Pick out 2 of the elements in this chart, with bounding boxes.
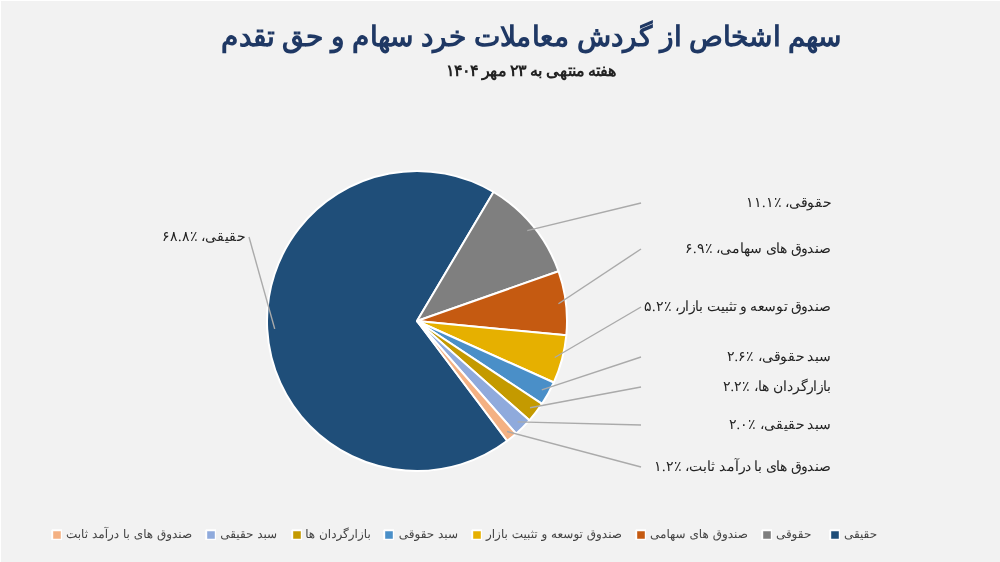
- chart-title: سهم اشخاص از گردش معاملات خرد سهام و حق تقدم: [220, 20, 842, 54]
- chart-subtitle: هفته منتهی به ۲۳ مهر ۱۴۰۴: [446, 62, 616, 82]
